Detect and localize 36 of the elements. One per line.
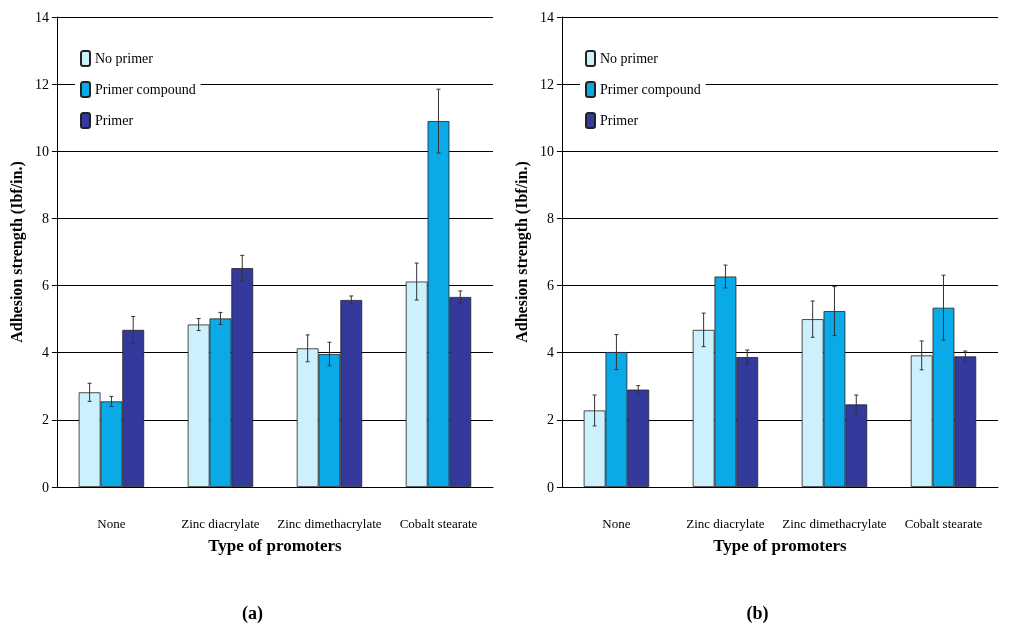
- y-tick-label: 0: [41, 479, 49, 495]
- x-tick-label: Cobalt stearate: [904, 516, 983, 531]
- legend-label: No primer: [600, 51, 659, 66]
- y-tick-label: 6: [41, 278, 49, 294]
- y-tick-label: 8: [41, 210, 49, 226]
- x-tick-label: None: [602, 516, 631, 531]
- x-axis-title: Type of promoters: [208, 536, 343, 555]
- y-tick-label: 14: [34, 9, 49, 25]
- y-tick-label: 2: [546, 412, 554, 428]
- x-tick-label: Zinc dimethacrylate: [277, 516, 382, 531]
- y-axis-title: Adhesion strength (Ibf/in.): [512, 161, 531, 343]
- text: (a): [242, 603, 264, 624]
- y-axis-title: Adhesion strength (Ibf/in.): [7, 161, 26, 343]
- x-tick-label: Zinc dimethacrylate: [782, 516, 887, 531]
- y-tick-label: 14: [539, 9, 554, 25]
- legend-label: Primer: [95, 113, 134, 128]
- y-tick-label: 10: [539, 143, 554, 159]
- text: (b): [746, 603, 769, 624]
- y-tick-label: 0: [546, 479, 554, 495]
- y-tick-label: 12: [539, 76, 554, 92]
- y-tick-label: 12: [34, 76, 49, 92]
- y-tick-label: 8: [546, 210, 554, 226]
- legend-label: Primer compound: [600, 82, 701, 97]
- legend-label: Primer compound: [95, 82, 196, 97]
- y-tick-label: 4: [546, 345, 554, 361]
- y-tick-label: 10: [34, 143, 49, 159]
- legend-label: Primer: [600, 113, 639, 128]
- y-tick-label: 4: [41, 345, 49, 361]
- x-tick-label: None: [97, 516, 126, 531]
- x-tick-label: Zinc diacrylate: [686, 516, 765, 531]
- x-axis-title: Type of promoters: [713, 536, 848, 555]
- x-tick-label: Cobalt stearate: [399, 516, 478, 531]
- x-tick-label: Zinc diacrylate: [181, 516, 260, 531]
- y-tick-label: 6: [546, 278, 554, 294]
- y-tick-label: 2: [41, 412, 49, 428]
- legend-label: No primer: [95, 51, 154, 66]
